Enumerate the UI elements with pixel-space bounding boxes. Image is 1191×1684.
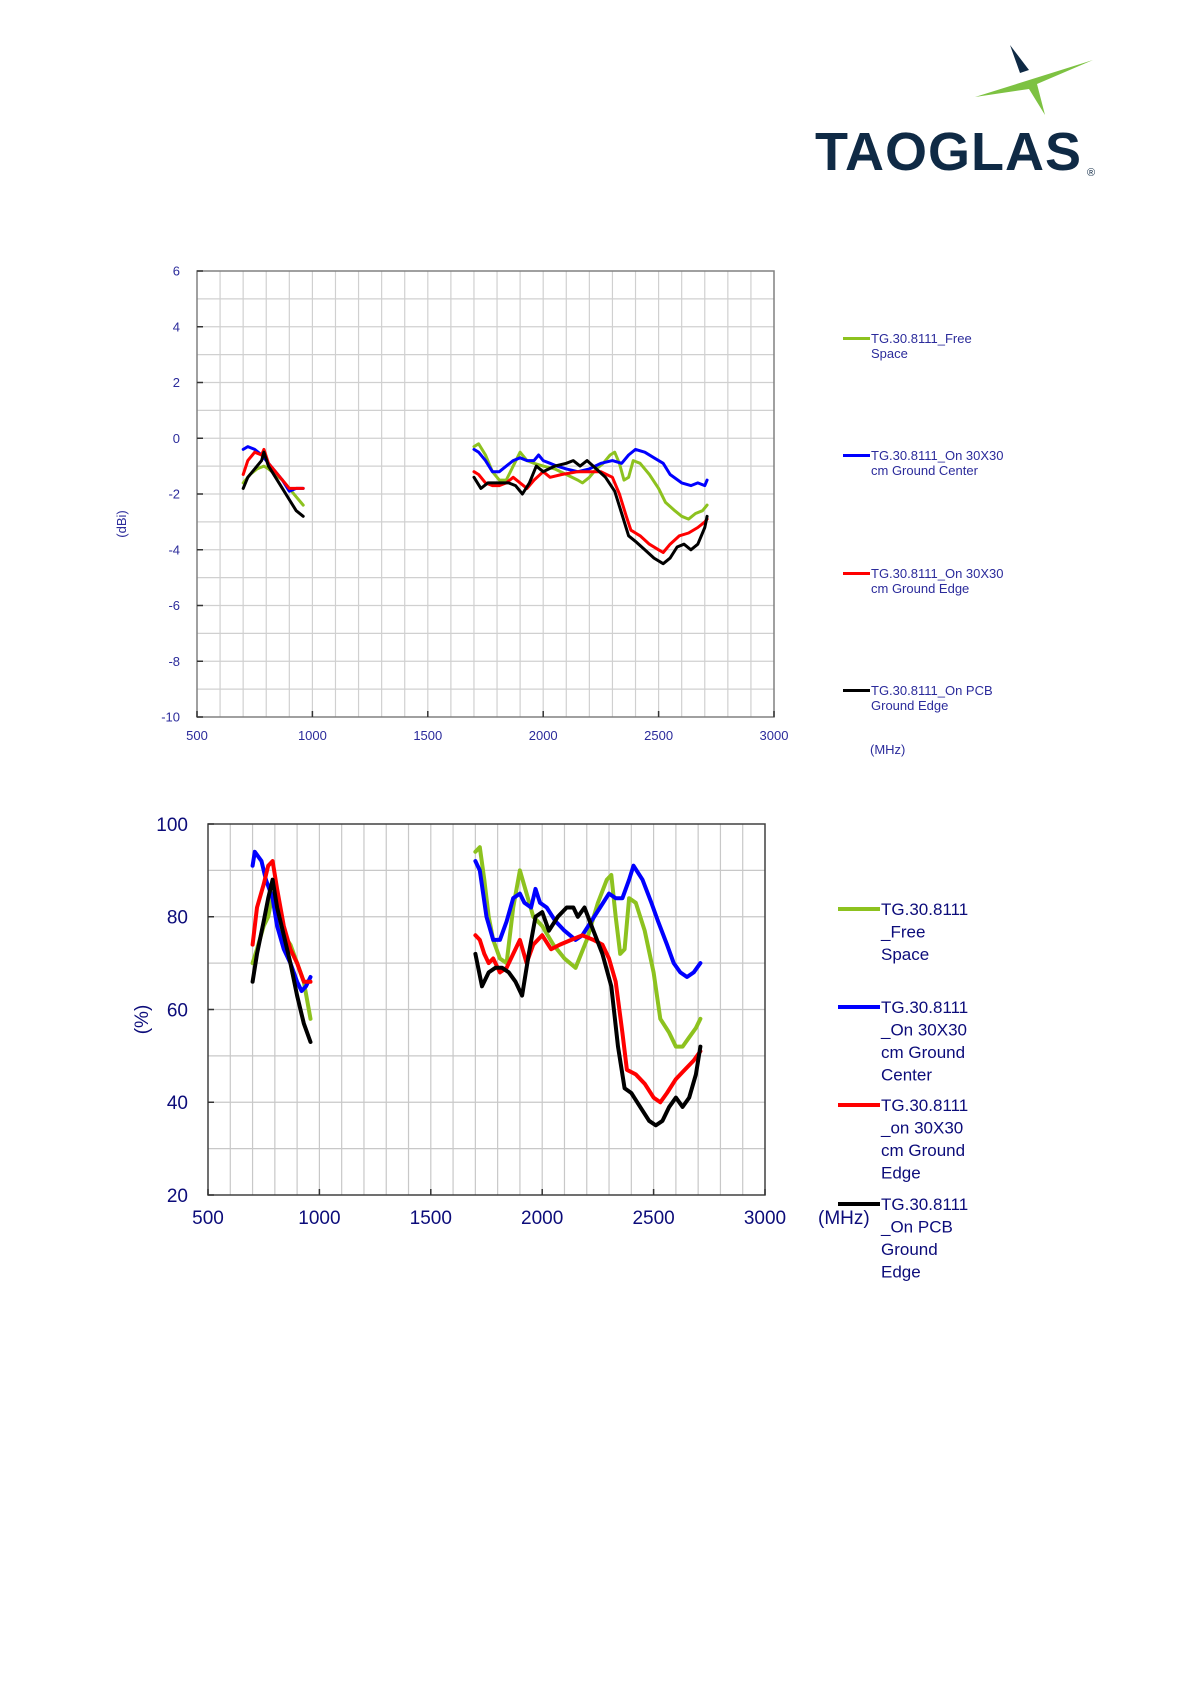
y-tick-label: -10	[161, 710, 180, 725]
legend-entry: TG.30.8111 _Free Space	[880, 900, 968, 964]
x-tick-label: 3000	[760, 728, 789, 743]
legend-entry-line: TG.30.8111_Free	[871, 331, 972, 346]
y-tick-label: 40	[167, 1093, 188, 1114]
x-tick-label: 3000	[744, 1208, 786, 1229]
grid	[208, 824, 765, 1195]
legend-entry: TG.30.8111 _on 30X30 cm Ground Edge	[880, 1096, 968, 1183]
legend-entry-line: TG.30.8111	[881, 998, 968, 1017]
y-tick-label: 20	[167, 1186, 188, 1207]
x-tick-label: 1000	[298, 1208, 340, 1229]
series-line	[241, 450, 305, 518]
series-line	[473, 933, 703, 1105]
series-3	[250, 859, 703, 1105]
legend-entry-line: TG.30.8111	[881, 900, 968, 919]
logo-star-green-point	[975, 60, 1093, 115]
legend-entry: TG.30.8111_On 30X30 cm Ground Edge	[871, 566, 1004, 596]
grid	[197, 271, 774, 717]
logo-star-navy-point	[1010, 45, 1029, 73]
legend-entry: TG.30.8111_On PCB Ground Edge	[871, 683, 993, 713]
legend-entry-line: Space	[881, 945, 929, 964]
series-line	[250, 849, 313, 993]
x-axis-label: (MHz)	[818, 1208, 870, 1229]
legend-entry-line: cm Ground	[881, 1043, 965, 1062]
y-tick-label: 0	[173, 431, 180, 446]
x-tick-label: 500	[192, 1208, 224, 1229]
legend-entry-line: TG.30.8111	[881, 1096, 968, 1115]
legend-entry: TG.30.8111 _On PCB Ground Edge	[880, 1195, 968, 1282]
legend-entry-line: TG.30.8111_On 30X30	[871, 566, 1004, 581]
y-tick-label: 100	[156, 815, 188, 836]
y-tick-label: -4	[168, 542, 180, 557]
legend-entry-line: cm Ground Center	[871, 463, 979, 478]
series-line	[472, 459, 709, 566]
legend-entry-line: _On PCB	[880, 1218, 953, 1237]
legend-entry-line: _on 30X30	[880, 1119, 963, 1138]
logo-star-icon	[975, 45, 1093, 115]
x-tick-label: 1500	[413, 728, 442, 743]
logo-registered-mark: ®	[1087, 167, 1096, 179]
y-axis-label: (%)	[132, 1005, 153, 1035]
legend-entry-line: Edge	[881, 1164, 921, 1183]
taoglas-logo: TAOGLAS ®	[815, 45, 1135, 185]
series-line	[250, 877, 313, 1044]
y-tick-label: 60	[167, 1000, 188, 1021]
legend-entry-line: Center	[881, 1066, 932, 1085]
legend-entry-line: TG.30.8111	[881, 1195, 968, 1214]
y-tick-label: -6	[168, 598, 180, 613]
logo-text: TAOGLAS	[815, 122, 1082, 182]
x-tick-label: 2000	[529, 728, 558, 743]
y-axis-label: (dBi)	[114, 510, 129, 537]
legend-entry-line: cm Ground	[881, 1141, 965, 1160]
series-line	[473, 845, 703, 1049]
x-tick-label: 1500	[410, 1208, 452, 1229]
series-4	[241, 450, 709, 566]
legend-entry-line: Space	[871, 346, 908, 361]
y-tick-label: 80	[167, 908, 188, 929]
series-line	[473, 905, 703, 1128]
legend-entry-line: TG.30.8111_On 30X30	[871, 448, 1004, 463]
x-tick-label: 2500	[632, 1208, 674, 1229]
legend-entry-line: Ground	[881, 1240, 938, 1259]
legend-entry: TG.30.8111_On 30X30 cm Ground Center	[871, 448, 1004, 478]
legend-entry-line: _Free	[880, 923, 925, 942]
y-tick-label: -8	[168, 654, 180, 669]
legend-entry-line: _On 30X30	[880, 1021, 967, 1040]
x-tick-label: 2500	[644, 728, 673, 743]
peak-gain-chart: 6 4 2 0 -2 -4 -6 -8 -10 500 1000 1500 2000 2500 3000 (d…	[114, 264, 1004, 757]
legend-entry-line: TG.30.8111_On PCB	[871, 683, 993, 698]
y-tick-label: 4	[173, 319, 180, 334]
legend-entry: TG.30.8111 _On 30X30 cm Ground Center	[880, 998, 968, 1085]
y-tick-label: 6	[173, 264, 180, 279]
x-tick-label: 2000	[521, 1208, 563, 1229]
series-line	[472, 442, 709, 521]
y-tick-label: -2	[168, 487, 180, 502]
y-tick-label: 2	[173, 375, 180, 390]
x-axis-label: (MHz)	[870, 742, 905, 757]
series-line	[250, 859, 313, 984]
legend-entry-line: Ground Edge	[871, 698, 948, 713]
series-4	[250, 877, 703, 1128]
x-tick-label: 1000	[298, 728, 327, 743]
x-tick-label: 500	[186, 728, 208, 743]
legend-entry-line: cm Ground Edge	[871, 581, 969, 596]
legend-entry-line: Edge	[881, 1263, 921, 1282]
